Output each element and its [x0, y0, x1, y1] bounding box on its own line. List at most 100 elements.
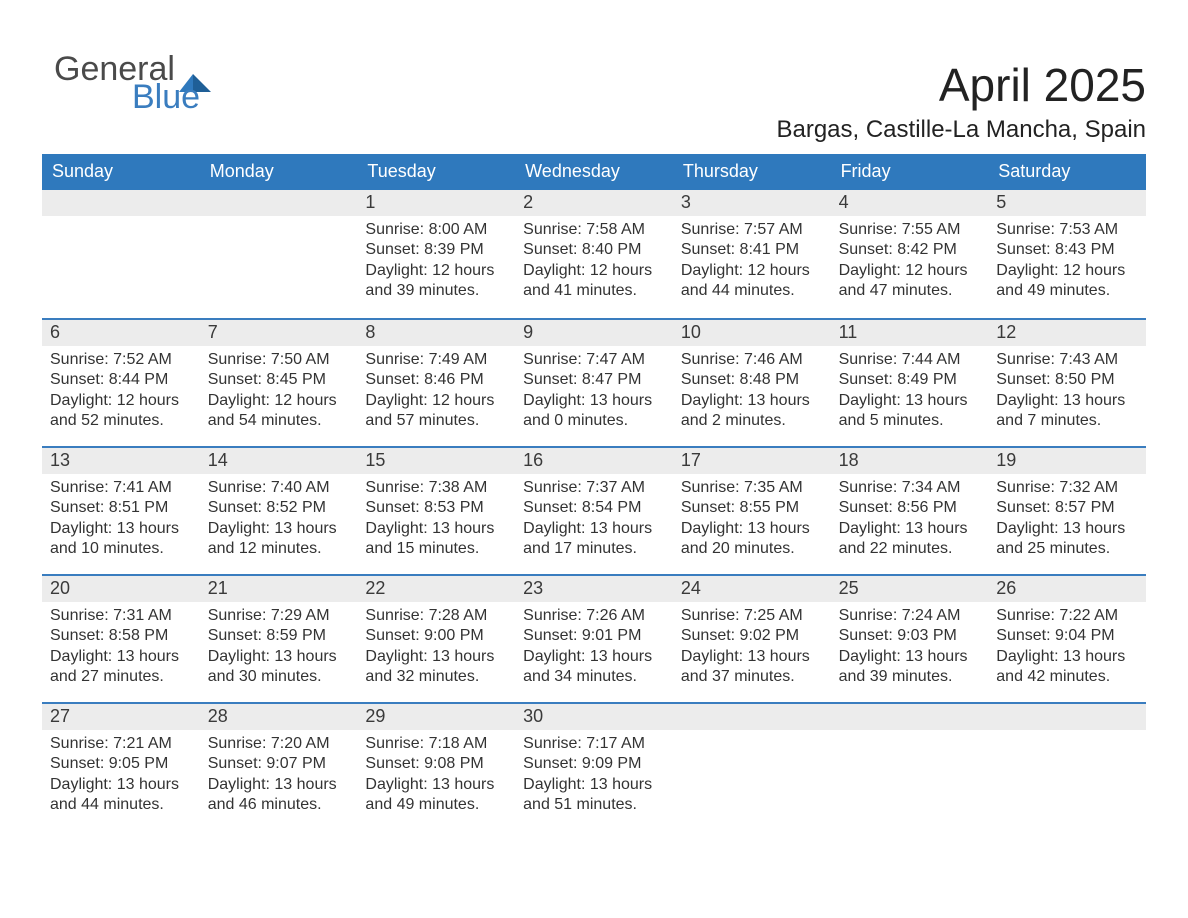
day-details: Sunrise: 7:43 AMSunset: 8:50 PMDaylight:… [988, 346, 1146, 442]
calendar-day: 5Sunrise: 7:53 AMSunset: 8:43 PMDaylight… [988, 190, 1146, 318]
sunset-line: Sunset: 8:57 PM [996, 498, 1138, 518]
calendar-week: 20Sunrise: 7:31 AMSunset: 8:58 PMDayligh… [42, 574, 1146, 702]
sunset-line: Sunset: 8:45 PM [208, 370, 350, 390]
sunrise-line: Sunrise: 7:49 AM [365, 350, 507, 370]
day-number: 26 [988, 576, 1146, 602]
sunset-line: Sunset: 9:00 PM [365, 626, 507, 646]
weekday-header-row: SundayMondayTuesdayWednesdayThursdayFrid… [42, 154, 1146, 190]
sunrise-line: Sunrise: 7:21 AM [50, 734, 192, 754]
sunrise-line: Sunrise: 7:24 AM [839, 606, 981, 626]
calendar-day: 27Sunrise: 7:21 AMSunset: 9:05 PMDayligh… [42, 704, 200, 830]
day-number: 17 [673, 448, 831, 474]
daylight-line: Daylight: 12 hours and 41 minutes. [523, 261, 665, 302]
day-number: 2 [515, 190, 673, 216]
day-details: Sunrise: 7:35 AMSunset: 8:55 PMDaylight:… [673, 474, 831, 570]
day-number: 19 [988, 448, 1146, 474]
day-number: 23 [515, 576, 673, 602]
day-number: 4 [831, 190, 989, 216]
day-details: Sunrise: 7:40 AMSunset: 8:52 PMDaylight:… [200, 474, 358, 570]
day-number: 6 [42, 320, 200, 346]
daylight-line: Daylight: 13 hours and 37 minutes. [681, 647, 823, 688]
sunrise-line: Sunrise: 7:17 AM [523, 734, 665, 754]
day-details: Sunrise: 7:47 AMSunset: 8:47 PMDaylight:… [515, 346, 673, 442]
location-subtitle: Bargas, Castille-La Mancha, Spain [42, 116, 1146, 144]
sunset-line: Sunset: 8:47 PM [523, 370, 665, 390]
day-number: 30 [515, 704, 673, 730]
day-details: Sunrise: 7:37 AMSunset: 8:54 PMDaylight:… [515, 474, 673, 570]
sunset-line: Sunset: 8:44 PM [50, 370, 192, 390]
calendar-day: 4Sunrise: 7:55 AMSunset: 8:42 PMDaylight… [831, 190, 989, 318]
daylight-line: Daylight: 13 hours and 2 minutes. [681, 391, 823, 432]
sunrise-line: Sunrise: 7:46 AM [681, 350, 823, 370]
sunset-line: Sunset: 9:09 PM [523, 754, 665, 774]
calendar-day: 26Sunrise: 7:22 AMSunset: 9:04 PMDayligh… [988, 576, 1146, 702]
day-number [42, 190, 200, 216]
calendar-day: 1Sunrise: 8:00 AMSunset: 8:39 PMDaylight… [357, 190, 515, 318]
day-details: Sunrise: 7:32 AMSunset: 8:57 PMDaylight:… [988, 474, 1146, 570]
calendar-day: 15Sunrise: 7:38 AMSunset: 8:53 PMDayligh… [357, 448, 515, 574]
calendar-day: 10Sunrise: 7:46 AMSunset: 8:48 PMDayligh… [673, 320, 831, 446]
calendar-day [988, 704, 1146, 830]
day-number: 13 [42, 448, 200, 474]
weekday-header: Tuesday [357, 154, 515, 190]
sunset-line: Sunset: 8:40 PM [523, 240, 665, 260]
sunrise-line: Sunrise: 7:35 AM [681, 478, 823, 498]
sunrise-line: Sunrise: 7:37 AM [523, 478, 665, 498]
day-details: Sunrise: 7:53 AMSunset: 8:43 PMDaylight:… [988, 216, 1146, 312]
calendar-day: 13Sunrise: 7:41 AMSunset: 8:51 PMDayligh… [42, 448, 200, 574]
sunrise-line: Sunrise: 8:00 AM [365, 220, 507, 240]
sunrise-line: Sunrise: 7:38 AM [365, 478, 507, 498]
day-number: 18 [831, 448, 989, 474]
daylight-line: Daylight: 13 hours and 0 minutes. [523, 391, 665, 432]
day-number: 8 [357, 320, 515, 346]
calendar-day: 18Sunrise: 7:34 AMSunset: 8:56 PMDayligh… [831, 448, 989, 574]
daylight-line: Daylight: 13 hours and 30 minutes. [208, 647, 350, 688]
calendar: SundayMondayTuesdayWednesdayThursdayFrid… [42, 154, 1146, 830]
daylight-line: Daylight: 13 hours and 20 minutes. [681, 519, 823, 560]
sunset-line: Sunset: 9:05 PM [50, 754, 192, 774]
day-number [673, 704, 831, 730]
calendar-day [831, 704, 989, 830]
sunset-line: Sunset: 9:01 PM [523, 626, 665, 646]
daylight-line: Daylight: 13 hours and 17 minutes. [523, 519, 665, 560]
calendar-day: 9Sunrise: 7:47 AMSunset: 8:47 PMDaylight… [515, 320, 673, 446]
calendar-day: 3Sunrise: 7:57 AMSunset: 8:41 PMDaylight… [673, 190, 831, 318]
daylight-line: Daylight: 13 hours and 10 minutes. [50, 519, 192, 560]
day-details: Sunrise: 7:21 AMSunset: 9:05 PMDaylight:… [42, 730, 200, 826]
sunrise-line: Sunrise: 7:28 AM [365, 606, 507, 626]
day-details: Sunrise: 7:52 AMSunset: 8:44 PMDaylight:… [42, 346, 200, 442]
sunrise-line: Sunrise: 7:22 AM [996, 606, 1138, 626]
day-details: Sunrise: 7:44 AMSunset: 8:49 PMDaylight:… [831, 346, 989, 442]
calendar-day: 6Sunrise: 7:52 AMSunset: 8:44 PMDaylight… [42, 320, 200, 446]
sunrise-line: Sunrise: 7:20 AM [208, 734, 350, 754]
daylight-line: Daylight: 13 hours and 7 minutes. [996, 391, 1138, 432]
sunrise-line: Sunrise: 7:47 AM [523, 350, 665, 370]
day-number: 21 [200, 576, 358, 602]
sunset-line: Sunset: 8:54 PM [523, 498, 665, 518]
sunset-line: Sunset: 8:46 PM [365, 370, 507, 390]
calendar-day: 14Sunrise: 7:40 AMSunset: 8:52 PMDayligh… [200, 448, 358, 574]
sunrise-line: Sunrise: 7:52 AM [50, 350, 192, 370]
calendar-day: 12Sunrise: 7:43 AMSunset: 8:50 PMDayligh… [988, 320, 1146, 446]
sunset-line: Sunset: 8:42 PM [839, 240, 981, 260]
day-details: Sunrise: 7:20 AMSunset: 9:07 PMDaylight:… [200, 730, 358, 826]
daylight-line: Daylight: 13 hours and 44 minutes. [50, 775, 192, 816]
day-number: 1 [357, 190, 515, 216]
day-details: Sunrise: 7:28 AMSunset: 9:00 PMDaylight:… [357, 602, 515, 698]
day-details: Sunrise: 7:58 AMSunset: 8:40 PMDaylight:… [515, 216, 673, 312]
day-details: Sunrise: 7:34 AMSunset: 8:56 PMDaylight:… [831, 474, 989, 570]
sunset-line: Sunset: 9:07 PM [208, 754, 350, 774]
daylight-line: Daylight: 13 hours and 39 minutes. [839, 647, 981, 688]
weekday-header: Saturday [988, 154, 1146, 190]
day-number: 28 [200, 704, 358, 730]
sunset-line: Sunset: 8:39 PM [365, 240, 507, 260]
day-details: Sunrise: 7:29 AMSunset: 8:59 PMDaylight:… [200, 602, 358, 698]
sunrise-line: Sunrise: 7:58 AM [523, 220, 665, 240]
day-number: 24 [673, 576, 831, 602]
daylight-line: Daylight: 13 hours and 12 minutes. [208, 519, 350, 560]
sunset-line: Sunset: 8:55 PM [681, 498, 823, 518]
calendar-day: 22Sunrise: 7:28 AMSunset: 9:00 PMDayligh… [357, 576, 515, 702]
daylight-line: Daylight: 13 hours and 34 minutes. [523, 647, 665, 688]
day-number: 5 [988, 190, 1146, 216]
calendar-week: 1 Sunrise: 8:00 AMSunset: 8:39 PM Daylight… [42, 190, 1146, 318]
